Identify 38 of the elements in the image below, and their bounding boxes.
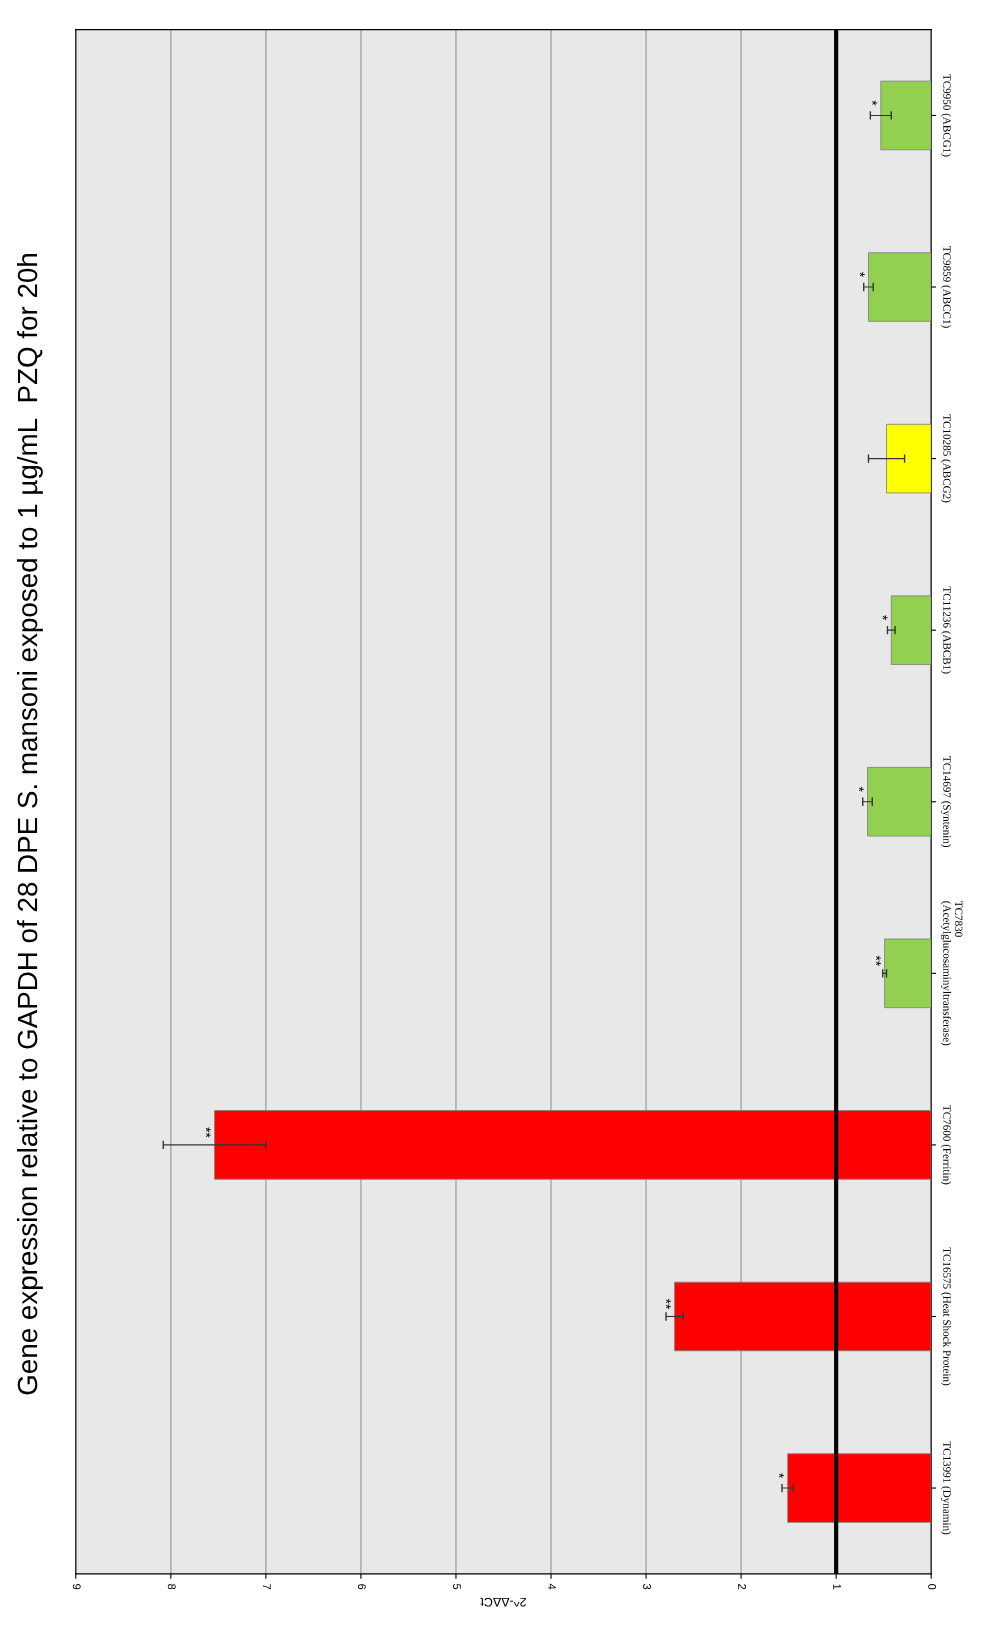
bar — [787, 1453, 932, 1523]
data-label: * — [872, 100, 878, 106]
x-tick-label: 9 — [72, 1584, 81, 1590]
y-tick-label: TC10285 (ABCG2) — [940, 414, 951, 503]
bar — [674, 1281, 932, 1352]
x-tick-label: 3 — [643, 1583, 651, 1590]
x-tick-label: 6 — [357, 1584, 366, 1590]
y-tick-label: TC14697 (Syntenin) — [940, 756, 952, 848]
text: Gene expression relative to GAPDH of 28 DPE S. mansoni exposed to 1 µg/mL PZQ for 20h — [16, 253, 43, 1395]
bar — [868, 252, 932, 322]
x-tick-label: 7 — [262, 1584, 271, 1590]
bar — [890, 595, 932, 665]
x-tick-label: 4 — [548, 1583, 556, 1590]
y-tick-label: TC9859 (ABCC1) — [940, 246, 951, 328]
bar — [214, 1110, 932, 1180]
data-label: ** — [205, 1127, 211, 1138]
y-tick-label: TC7600 (Ferritin) — [940, 1105, 951, 1185]
bar — [880, 80, 932, 151]
x-axis-title: 2^-ΔΔCt — [480, 1597, 526, 1607]
data-label: * — [882, 615, 888, 621]
data-label: ** — [875, 955, 881, 967]
data-label: * — [859, 272, 865, 278]
x-tick-label: 1 — [833, 1584, 841, 1590]
x-tick-label: 0 — [928, 1584, 937, 1590]
data-label: ** — [665, 1298, 671, 1310]
bar — [886, 423, 932, 494]
data-label: * — [858, 786, 864, 792]
x-tick-label: 8 — [167, 1584, 176, 1590]
y-tick-label: TC9950 (ABCG1) — [940, 74, 951, 157]
bar — [867, 767, 932, 837]
x-tick-label: 2 — [738, 1584, 746, 1590]
y-tick-label: TC13991 (Dynamin) — [940, 1441, 952, 1535]
y-tick-label: TC16575 (Heat Shock Protein) — [940, 1247, 951, 1386]
y-tick-label: TC11236 (ABCB1) — [940, 586, 951, 674]
bar — [884, 938, 932, 1009]
data-label: * — [779, 1473, 784, 1479]
y-tick-label: TC7830 (Acetylglucosaminyltransferase) — [940, 901, 963, 1046]
x-tick-label: 5 — [452, 1584, 461, 1590]
